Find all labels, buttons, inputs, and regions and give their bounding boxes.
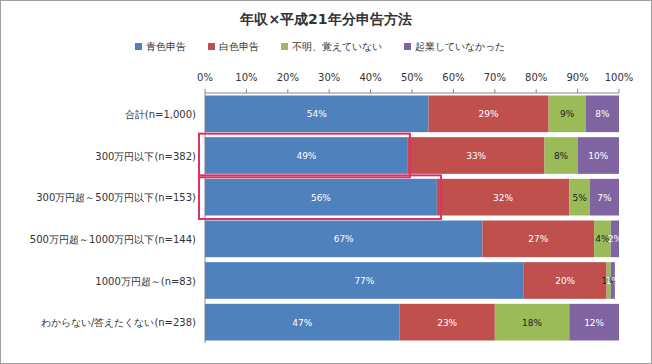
data-label: 29% [479,109,499,119]
data-label: 7% [597,193,612,203]
bar-segment [400,304,495,341]
data-label: 23% [437,318,457,328]
legend-label: 白色申告 [219,41,259,52]
legend-label: 起業していなかった [415,41,505,52]
highlight-box [199,175,441,219]
bar-segment [205,179,437,216]
bar-segment [429,96,549,133]
tick [536,89,537,93]
tick-label: 50% [401,72,423,83]
data-label: 8% [554,151,569,161]
category-label: 300万円以下(n=382) [95,151,196,162]
tick-label: 40% [359,72,381,83]
tick [370,89,371,93]
data-label: 18% [522,318,542,328]
data-label: 49% [296,151,316,161]
data-label: 5% [573,193,588,203]
tick [329,89,330,93]
legend-swatch [208,43,215,50]
bar-segment [586,96,619,133]
data-label: 2% [608,234,623,244]
tick-label: 60% [442,72,464,83]
data-label: 1% [606,276,621,286]
tick-label: 70% [484,72,506,83]
legend-label: 不明、覚えていない [292,41,382,52]
category-label: 300万円超～500万円以下(n=153) [36,192,196,203]
bar-segment [205,96,429,133]
bar-segment [437,179,569,216]
tick [412,89,413,93]
legend-swatch [281,43,288,50]
axis-line [205,93,619,94]
tick-label: 90% [566,72,588,83]
bar-segment [205,221,482,258]
tick-label: 10% [235,72,257,83]
bar-segment [482,221,594,258]
tick [494,89,495,93]
chart: 年収×平成21年分申告方法青色申告 白色申告 不明、覚えていない 起業していなかった 0… [0,0,652,364]
category-label: わからない/答えたくない(n=238) [41,317,196,328]
data-label: 33% [466,151,486,161]
data-label: 27% [528,234,548,244]
frame [1,1,652,364]
data-label: 47% [292,318,312,328]
tick-label: 20% [277,72,299,83]
bar-segment [205,137,408,174]
tick [287,89,288,93]
bar-segment [578,137,619,174]
data-label: 67% [334,234,354,244]
tick-label: 100% [605,72,634,83]
data-label: 9% [560,109,575,119]
bar-segment [205,262,524,299]
tick [453,89,454,93]
data-label: 8% [595,109,610,119]
data-label: 12% [584,318,604,328]
data-label: 10% [588,151,608,161]
bar-segment [569,179,590,216]
bar-segment [590,179,619,216]
bar-segment [408,137,545,174]
tick [246,89,247,93]
bar-segment [544,137,577,174]
data-label: 56% [311,193,331,203]
data-label: 32% [493,193,513,203]
data-label: 77% [354,276,374,286]
bar-segment [205,304,400,341]
legend-label: 青色申告 [146,41,186,52]
tick [577,89,578,93]
data-label: 54% [307,109,327,119]
tick-label: 30% [318,72,340,83]
legend-swatch [404,43,411,50]
bar-segment [549,96,586,133]
highlight-box [199,134,410,178]
bar-segment [495,304,570,341]
category-label: 合計(n=1,000) [125,109,196,120]
category-label: 1000万円超～(n=83) [95,276,196,287]
tick-label: 0% [197,72,213,83]
tick [205,89,206,93]
data-label: 20% [555,276,575,286]
bar-segment [524,262,607,299]
title: 年収×平成21年分申告方法 [239,11,411,27]
tick [619,89,620,93]
legend-swatch [135,43,142,50]
category-label: 500万円超～1000万円以下(n=144) [30,234,196,245]
bar-segment [569,304,619,341]
tick-label: 80% [525,72,547,83]
